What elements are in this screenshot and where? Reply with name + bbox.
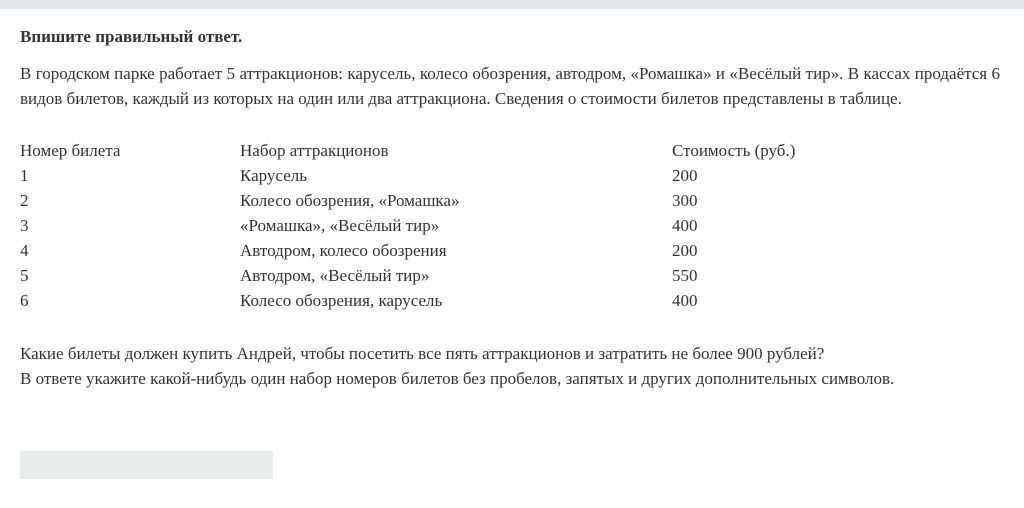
cell-number: 5 <box>20 266 29 285</box>
cell-attractions: Колесо обозрения, «Ромашка» <box>240 191 460 210</box>
answer-input[interactable] <box>20 451 273 479</box>
header-ticket-number: Номер билета <box>20 141 121 160</box>
cell-attractions: Колесо обозрения, карусель <box>240 291 443 310</box>
table-row: 4 Автодром, колесо обозрения 200 <box>20 238 795 263</box>
cell-number: 1 <box>20 166 29 185</box>
cell-number: 4 <box>20 241 29 260</box>
task-intro: В городском парке работает 5 аттракционо… <box>20 64 1000 108</box>
answer-format-line: В ответе укажите какой-нибудь один набор… <box>20 369 895 388</box>
cell-attractions: Карусель <box>240 166 307 185</box>
table-row: 6 Колесо обозрения, карусель 400 <box>20 288 795 313</box>
cell-cost: 200 <box>672 241 698 260</box>
question-line: Какие билеты должен купить Андрей, чтобы… <box>20 344 825 363</box>
header-attractions: Набор аттракционов <box>240 141 389 160</box>
cell-number: 3 <box>20 216 29 235</box>
cell-cost: 200 <box>672 166 698 185</box>
table-row: 5 Автодром, «Весёлый тир» 550 <box>20 263 795 288</box>
task-content: Впишите правильный ответ. В городском па… <box>20 24 1000 391</box>
cell-cost: 300 <box>672 191 698 210</box>
cell-attractions: «Ромашка», «Весёлый тир» <box>240 216 440 235</box>
question-text: Какие билеты должен купить Андрей, чтобы… <box>20 341 1000 391</box>
tickets-table: Номер билета Набор аттракционов Стоимост… <box>20 138 795 313</box>
cell-number: 2 <box>20 191 29 210</box>
cell-number: 6 <box>20 291 29 310</box>
table-header-row: Номер билета Набор аттракционов Стоимост… <box>20 138 795 163</box>
cell-cost: 550 <box>672 266 698 285</box>
cell-cost: 400 <box>672 291 698 310</box>
cell-cost: 400 <box>672 216 698 235</box>
header-cost: Стоимость (руб.) <box>672 141 796 160</box>
table-row: 2 Колесо обозрения, «Ромашка» 300 <box>20 188 795 213</box>
table-row: 1 Карусель 200 <box>20 163 795 188</box>
cell-attractions: Автодром, колесо обозрения <box>240 241 447 260</box>
cell-attractions: Автодром, «Весёлый тир» <box>240 266 430 285</box>
instruction: Впишите правильный ответ. <box>20 27 243 46</box>
table-row: 3 «Ромашка», «Весёлый тир» 400 <box>20 213 795 238</box>
top-bar <box>0 0 1024 9</box>
